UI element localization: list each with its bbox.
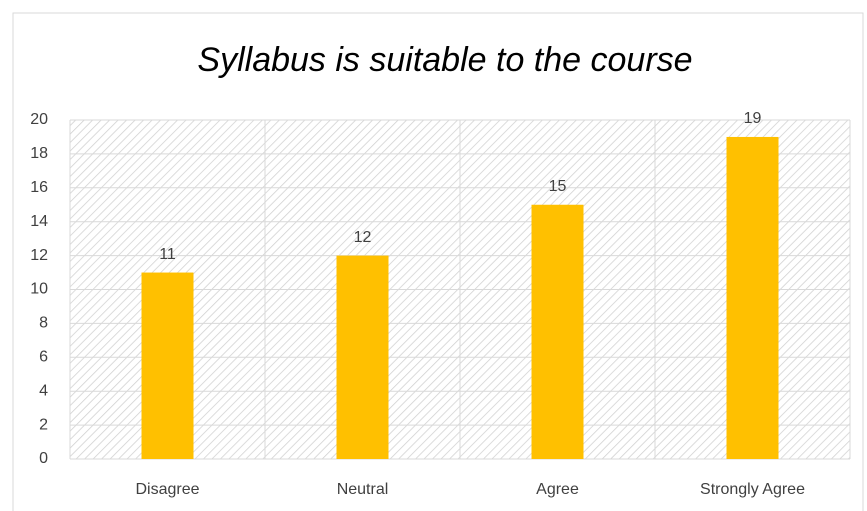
y-tick-label: 0 [39,450,48,467]
y-tick-label: 16 [30,179,48,196]
y-tick-label: 14 [30,213,48,230]
x-tick-label: Agree [536,481,579,498]
data-label: 12 [354,229,372,246]
bar [726,136,779,459]
data-label: 11 [159,246,176,263]
y-tick-label: 6 [39,349,48,366]
x-tick-label: Neutral [337,481,389,498]
x-tick-label: Disagree [135,481,199,498]
y-tick-label: 10 [30,281,48,298]
x-tick-label: Strongly Agree [700,481,805,498]
y-tick-label: 8 [39,315,48,332]
y-tick-label: 20 [30,111,48,128]
bar [336,255,389,459]
chart-title: Syllabus is suitable to the course [197,41,692,79]
data-label: 19 [744,110,762,127]
y-tick-label: 18 [30,145,48,162]
y-tick-label: 2 [39,416,48,433]
y-tick-label: 4 [39,382,48,399]
bar [531,204,584,459]
data-label: 15 [549,178,567,195]
y-tick-label: 12 [30,247,48,264]
bar [141,272,194,459]
